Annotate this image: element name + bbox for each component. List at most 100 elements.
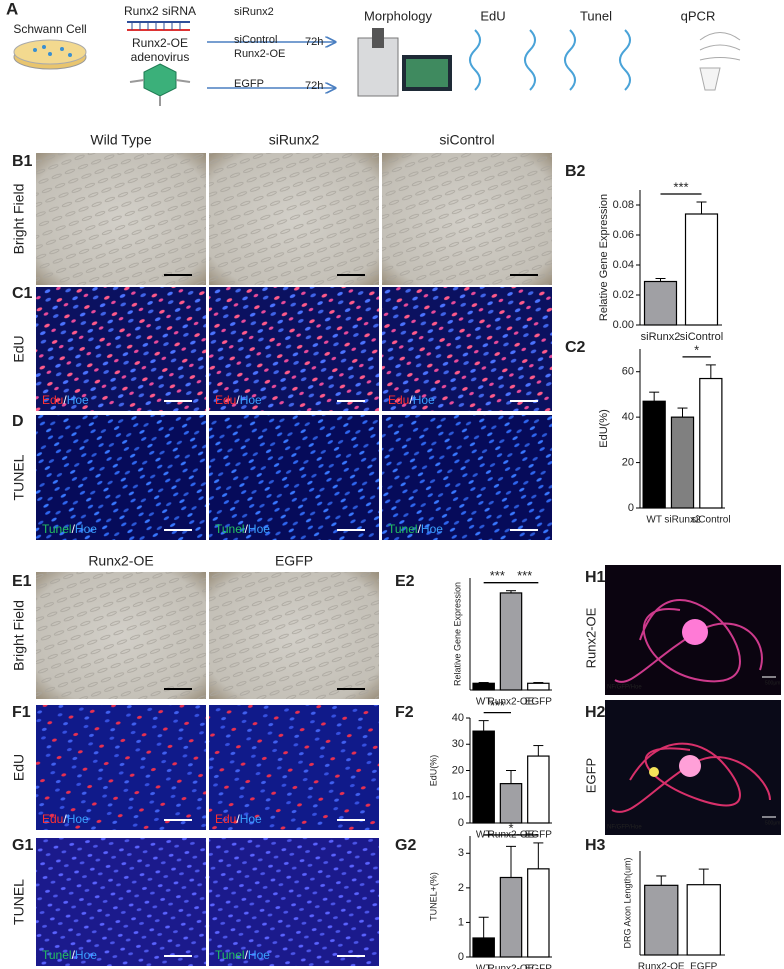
- bar: [472, 682, 495, 691]
- panel-label: A: [6, 0, 18, 18]
- micrograph: [382, 287, 552, 411]
- micrograph: [36, 705, 206, 830]
- stain-part: Hoe: [240, 812, 262, 826]
- significance-label: ***: [673, 179, 688, 194]
- y-tick-label: 10: [452, 791, 464, 803]
- bar: [699, 377, 723, 509]
- stain-label: NF/GFP/Hoe: [607, 825, 642, 831]
- panel-a-art: [13, 21, 741, 106]
- significance-label: *: [694, 342, 699, 357]
- row-header: Runx2-OE: [583, 607, 598, 668]
- micrograph: [382, 415, 552, 540]
- significance-label: ***: [517, 568, 532, 583]
- y-tick-label: 3: [458, 847, 464, 859]
- scale-label: 500μm: [765, 820, 780, 826]
- chart-title: F2: [395, 704, 414, 721]
- assay-label: Tunel: [580, 8, 612, 23]
- y-tick-label: 40: [622, 411, 634, 423]
- micrograph: [209, 287, 379, 411]
- y-tick-label: 0.02: [613, 289, 634, 301]
- panel-label: H2: [585, 704, 606, 721]
- row-header: Bright Field: [11, 600, 27, 671]
- time-label: 72h: [305, 80, 323, 92]
- row-header: TUNEL: [11, 454, 27, 500]
- y-tick-label: 20: [452, 764, 464, 776]
- micrograph: [36, 415, 206, 540]
- column-header: siControl: [439, 132, 494, 148]
- stain-part: Hoe: [240, 393, 262, 407]
- x-tick-label: siRunx2: [641, 331, 681, 343]
- y-tick-label: 20: [622, 456, 634, 468]
- significance-label: ***: [490, 568, 505, 583]
- x-tick-label: WT: [646, 515, 662, 526]
- micrograph-texture: [382, 153, 552, 285]
- stain-label: Tunel/Hoe: [42, 948, 97, 962]
- stain-part: Hoe: [248, 948, 270, 962]
- y-axis-label: Relative Gene Expression: [452, 582, 462, 686]
- y-axis-label: EdU(%): [598, 409, 610, 448]
- stain-label: NF/GFP/Hoe: [607, 685, 642, 691]
- assay-label: EdU: [480, 8, 505, 23]
- y-tick-label: 2: [458, 882, 464, 894]
- y-tick-label: 0.06: [613, 229, 634, 241]
- bar: [642, 400, 666, 509]
- y-tick-label: 0.00: [613, 319, 634, 331]
- x-tick-label: EGFP: [525, 830, 553, 841]
- assay-label: Morphology: [364, 8, 432, 23]
- stain-label: Edu/Hoe: [215, 393, 262, 407]
- h-images: [605, 565, 781, 835]
- group-label: siControl: [234, 34, 277, 46]
- stain-part: Hoe: [67, 812, 89, 826]
- bar: [499, 876, 523, 958]
- panel-label: E1: [12, 573, 32, 590]
- x-tick-label: EGFP: [525, 964, 553, 969]
- stain-part: Hoe: [413, 393, 435, 407]
- stain-part: Edu: [388, 393, 409, 407]
- y-tick-label: 0: [628, 502, 634, 514]
- bar: [644, 884, 679, 956]
- panel-label: C1: [12, 285, 33, 302]
- row-header: EdU: [11, 335, 27, 362]
- bar: [499, 592, 523, 691]
- y-tick-label: 0: [458, 951, 464, 963]
- chart-title: G2: [395, 837, 416, 854]
- row-header: EdU: [11, 754, 27, 781]
- bar: [684, 213, 719, 326]
- column-header: Runx2-OE: [88, 553, 153, 569]
- significance-label: ***: [490, 698, 505, 713]
- bar: [472, 730, 495, 824]
- stain-part: Tunel: [215, 522, 245, 536]
- chart-title: E2: [395, 573, 415, 590]
- stain-part: Edu: [42, 812, 63, 826]
- stain-label: Tunel/Hoe: [215, 948, 270, 962]
- y-tick-label: 40: [452, 712, 464, 724]
- bar: [472, 937, 495, 958]
- stain-label: Tunel/Hoe: [215, 522, 270, 536]
- stain-label: Edu/Hoe: [388, 393, 435, 407]
- y-tick-label: 0: [458, 817, 464, 829]
- micrograph-texture: [209, 153, 379, 285]
- chart-title: C2: [565, 339, 586, 356]
- x-tick-label: WT: [476, 964, 492, 969]
- stain-part: /: [245, 948, 249, 962]
- stain-part: /: [72, 948, 76, 962]
- stain-part: Tunel: [215, 948, 245, 962]
- stain-part: Edu: [215, 393, 236, 407]
- row-header: Bright Field: [11, 184, 27, 255]
- bar: [643, 280, 678, 326]
- y-tick-label: 30: [452, 738, 464, 750]
- stain-part: Hoe: [75, 948, 97, 962]
- stain-part: /: [418, 522, 422, 536]
- stain-label: Tunel/Hoe: [388, 522, 443, 536]
- panel-label: D: [12, 413, 24, 430]
- bar: [527, 868, 550, 958]
- chart-title: H3: [585, 837, 606, 854]
- stain-part: Hoe: [421, 522, 443, 536]
- micrograph: [36, 838, 206, 966]
- row-header: EGFP: [583, 758, 598, 793]
- stain-label: Edu/Hoe: [215, 812, 262, 826]
- stain-part: Hoe: [67, 393, 89, 407]
- y-tick-label: 0.08: [613, 199, 634, 211]
- group-label: Runx2-OE: [234, 48, 285, 60]
